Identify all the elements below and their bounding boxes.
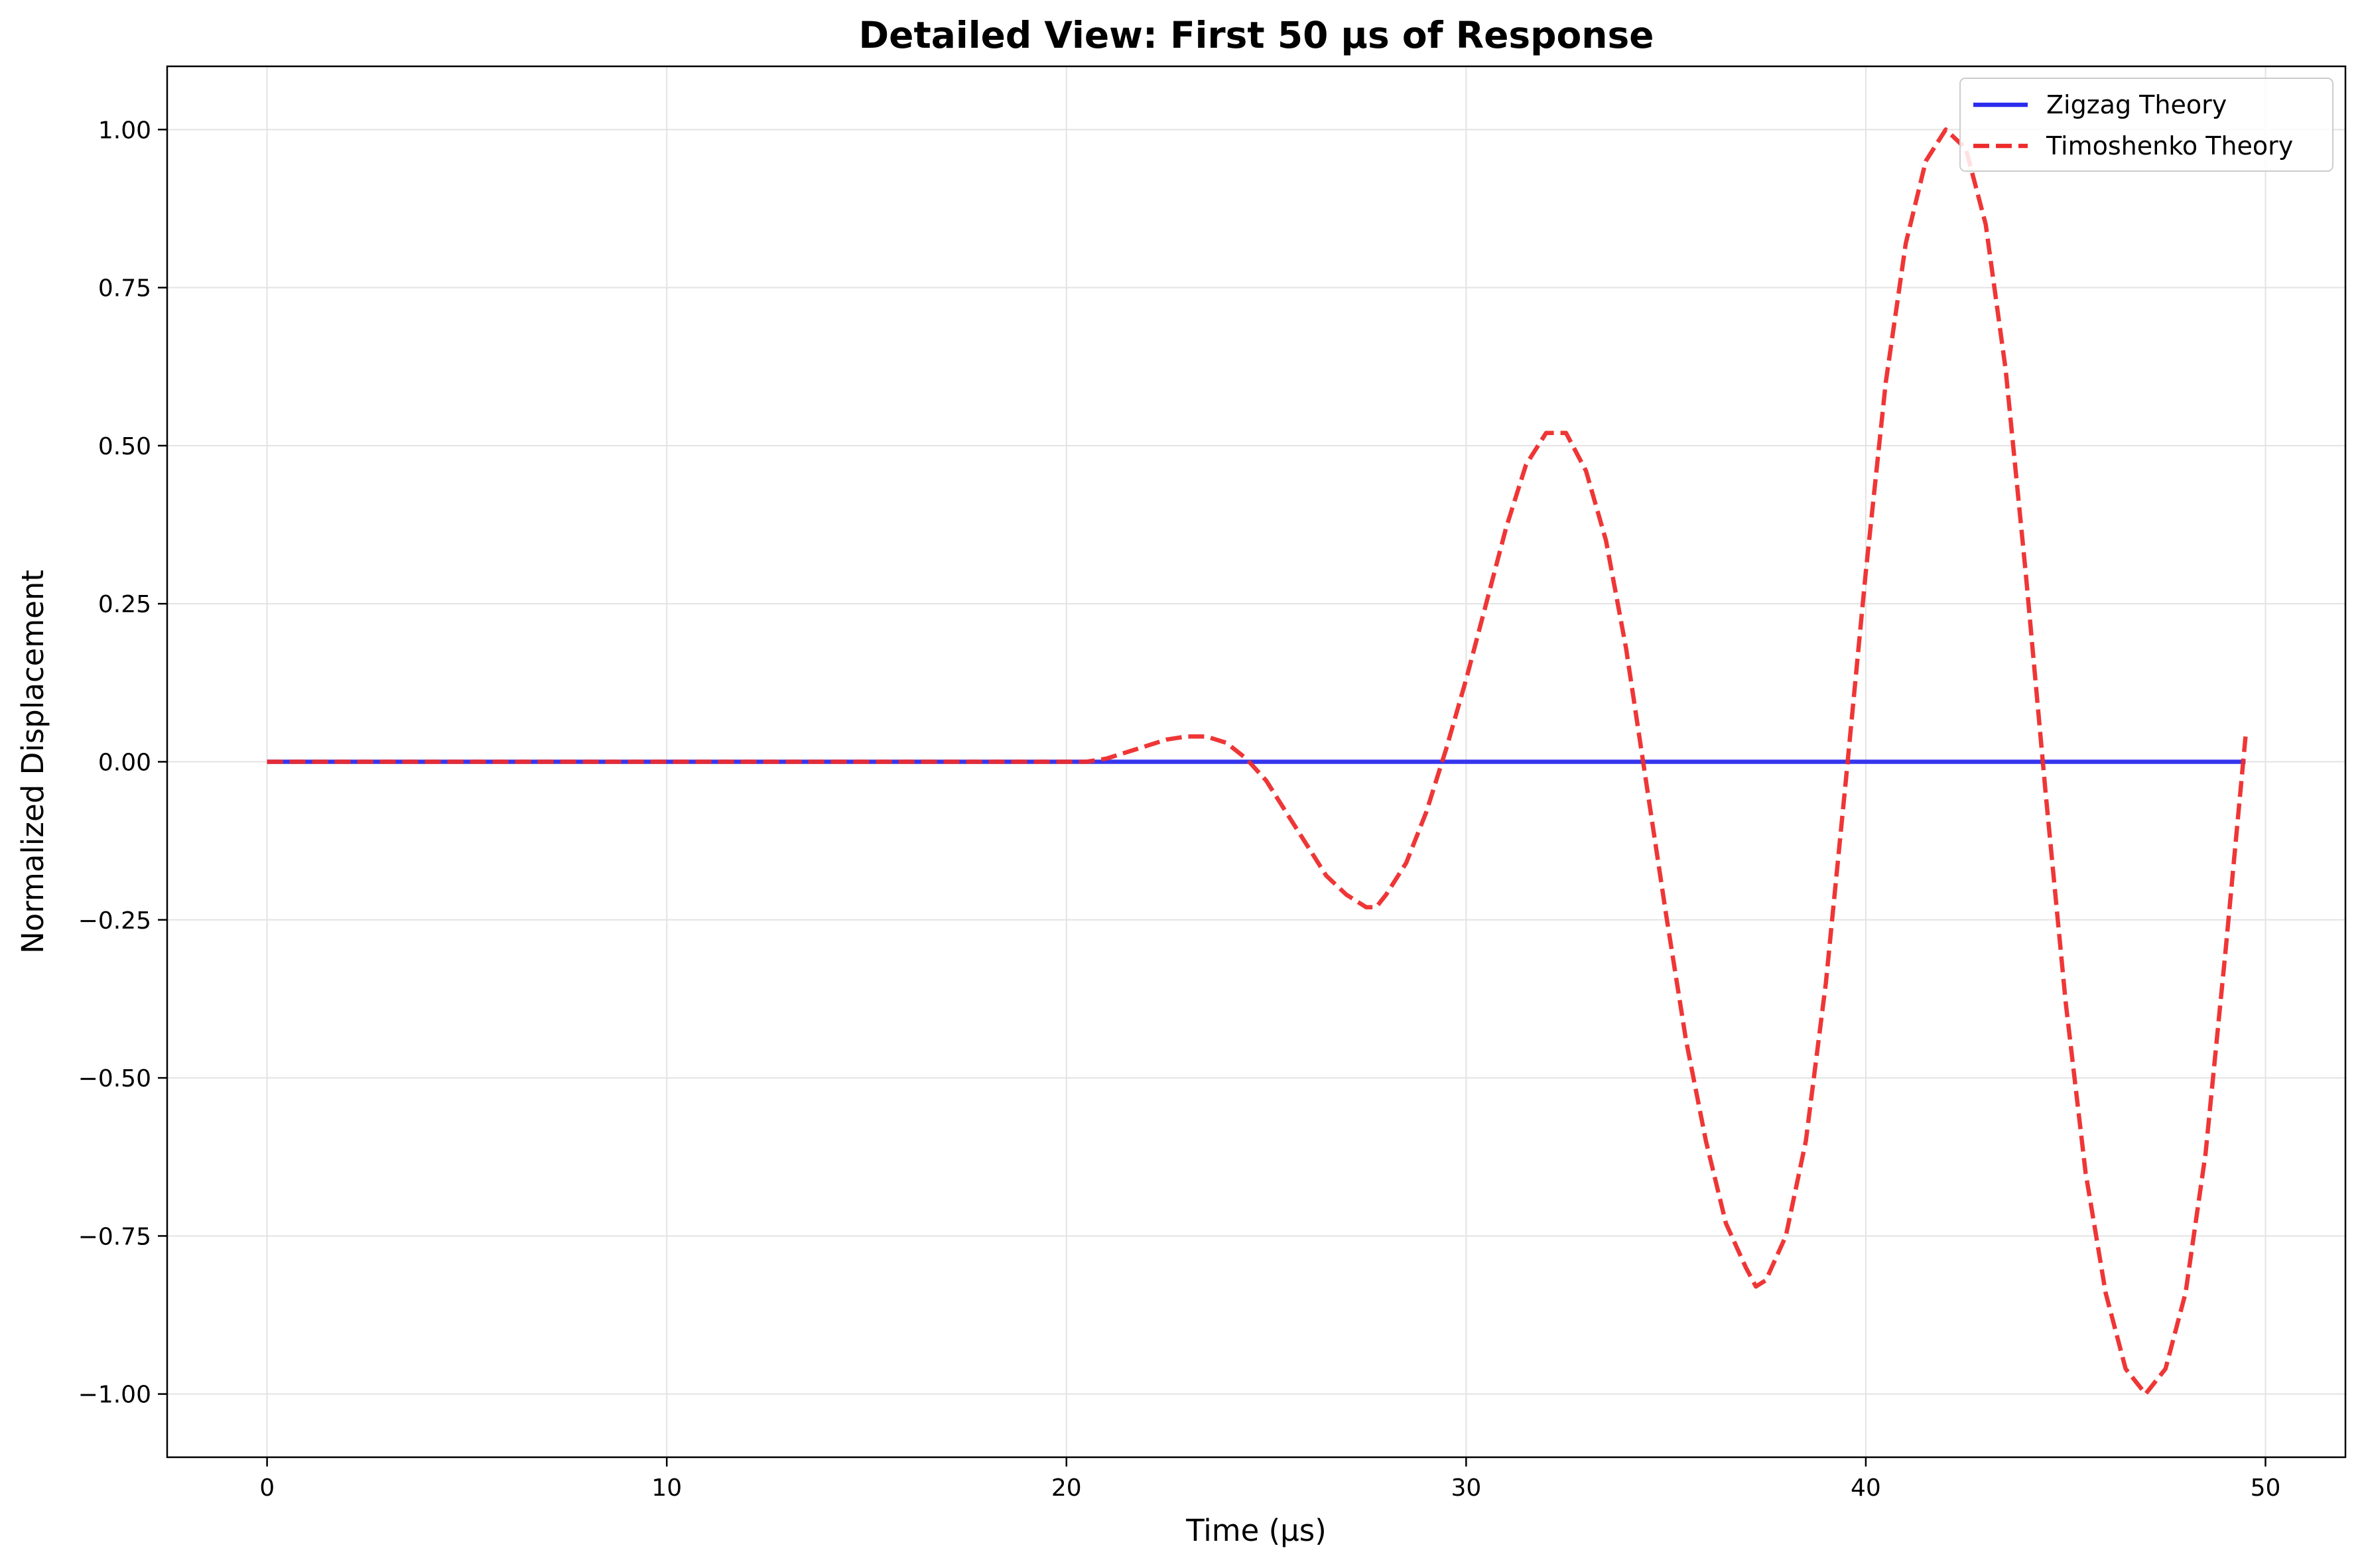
y-tick-label: 0.00 (98, 750, 151, 777)
legend: Zigzag Theory Timoshenko Theory (1959, 78, 2333, 172)
x-tick-label: 30 (1451, 1474, 1481, 1502)
chart-title: Detailed View: First 50 μs of Response (859, 14, 1654, 56)
series-line-timoshenko-theory (267, 127, 2248, 1396)
y-tick-label: −0.75 (78, 1223, 151, 1250)
y-tick-label: −0.25 (78, 907, 151, 935)
y-tick-label: −0.50 (78, 1065, 151, 1092)
y-tick-label: 0.25 (98, 591, 151, 618)
legend-label: Timoshenko Theory (2046, 131, 2293, 161)
x-tick-label: 50 (2251, 1474, 2281, 1502)
plot-series (267, 127, 2248, 1396)
x-tick-label: 10 (651, 1474, 682, 1502)
y-tick-label: 0.75 (98, 275, 151, 302)
legend-label: Zigzag Theory (2046, 90, 2227, 119)
y-tick-label: 0.50 (98, 433, 151, 460)
axis-ticks: 0 10 20 30 40 50 −1.00 −0.75 −0.50 −0.25 0.00 0.25 0… (78, 117, 2281, 1502)
y-axis-label: Normalized Displacement (15, 570, 50, 954)
x-axis-label: Time (μs) (1185, 1513, 1327, 1548)
x-tick-label: 0 (259, 1474, 275, 1502)
y-tick-label: 1.00 (98, 117, 151, 144)
y-tick-label: −1.00 (78, 1382, 151, 1409)
x-tick-label: 20 (1051, 1474, 1082, 1502)
x-tick-label: 40 (1851, 1474, 1881, 1502)
legend-box (1959, 78, 2333, 172)
